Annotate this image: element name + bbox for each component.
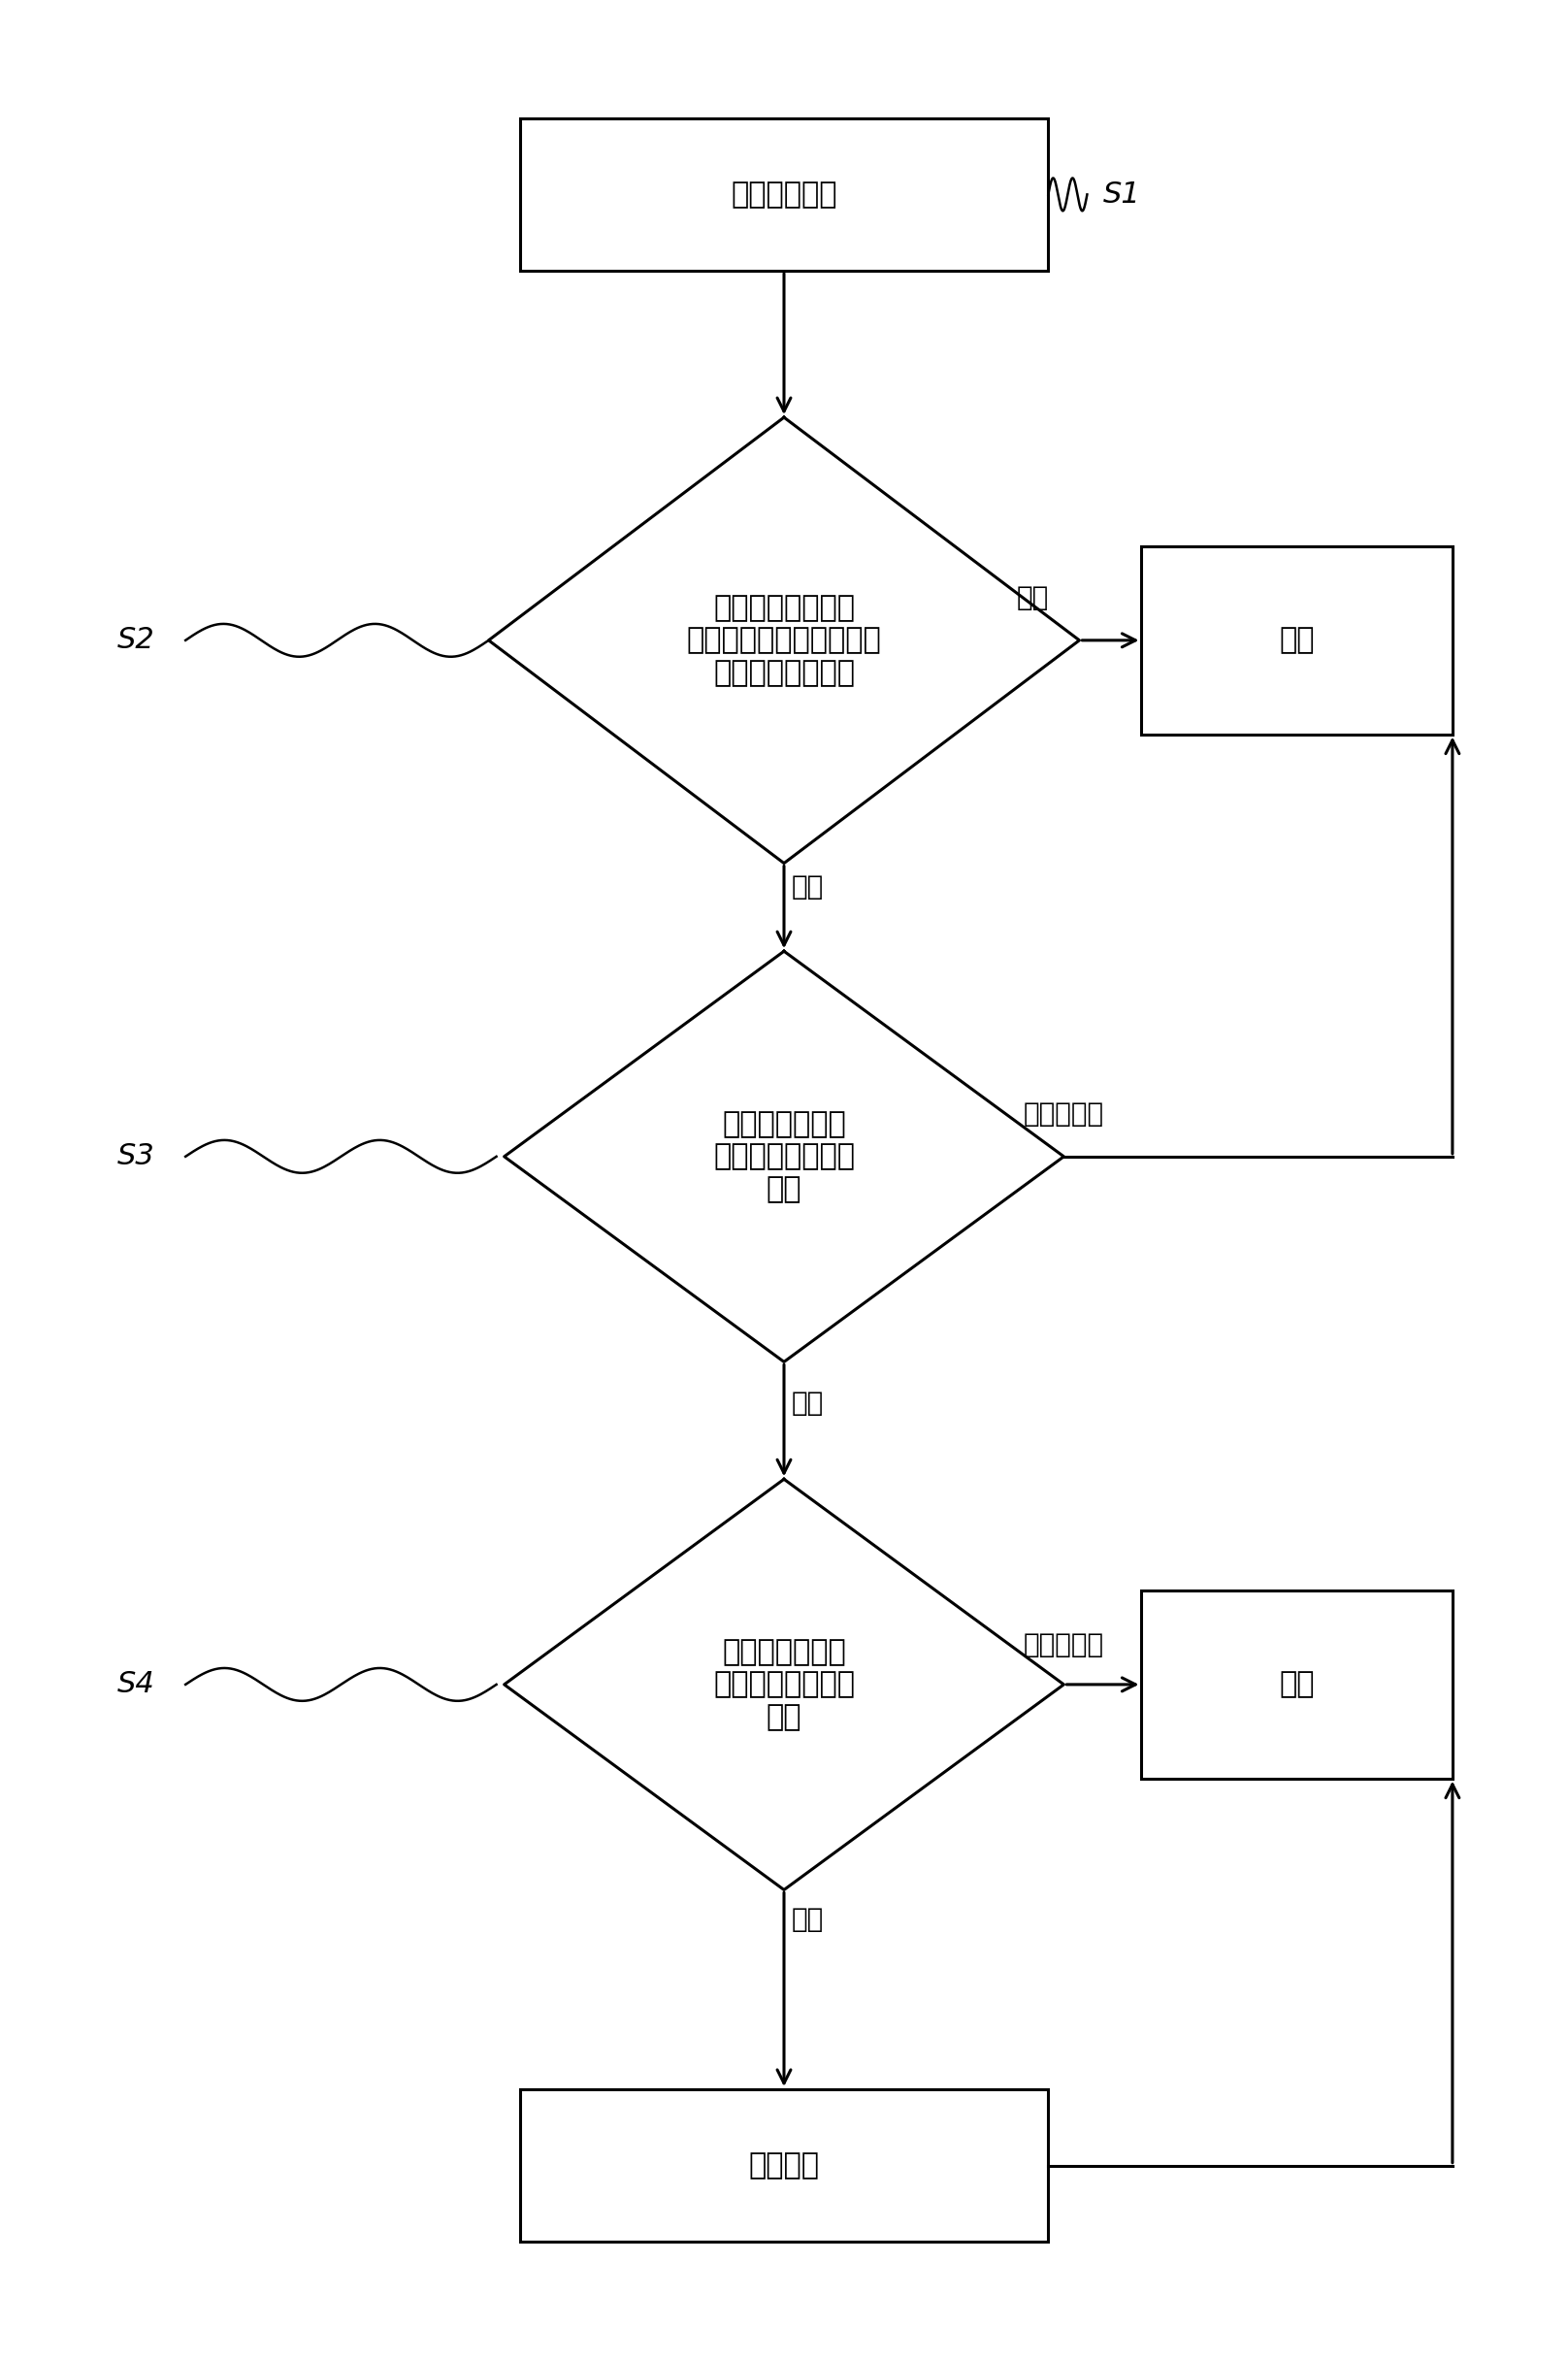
FancyBboxPatch shape — [519, 118, 1049, 271]
FancyBboxPatch shape — [519, 2089, 1049, 2242]
Text: S1: S1 — [1102, 179, 1140, 208]
Text: 缴费: 缴费 — [1279, 625, 1314, 654]
Text: S2: S2 — [118, 625, 154, 654]
Text: 不同: 不同 — [1016, 585, 1049, 611]
FancyBboxPatch shape — [1142, 1591, 1452, 1779]
Text: 大于或等于: 大于或等于 — [1024, 1631, 1104, 1659]
Text: S4: S4 — [118, 1671, 154, 1699]
Text: 接收收费信息: 接收收费信息 — [731, 179, 837, 208]
Text: 休眠: 休眠 — [1279, 1671, 1314, 1699]
Text: 小于: 小于 — [792, 1390, 823, 1416]
Text: S3: S3 — [118, 1142, 154, 1171]
Text: 交易间隔时间与
驶离专用车道时间
比较: 交易间隔时间与 驶离专用车道时间 比较 — [713, 1638, 855, 1732]
Text: 交易间隔时间与
标准交易间隔时间
比较: 交易间隔时间与 标准交易间隔时间 比较 — [713, 1109, 855, 1204]
FancyBboxPatch shape — [1142, 548, 1452, 734]
Text: 相同: 相同 — [792, 873, 823, 899]
Text: 更新记录: 更新记录 — [748, 2152, 820, 2181]
Text: 大于或等于: 大于或等于 — [1024, 1100, 1104, 1128]
Text: 当前路侧单元识别
信息与上一次缴费时路侧
单元识别信息比较: 当前路侧单元识别 信息与上一次缴费时路侧 单元识别信息比较 — [687, 595, 881, 687]
Text: 小于: 小于 — [792, 1905, 823, 1933]
